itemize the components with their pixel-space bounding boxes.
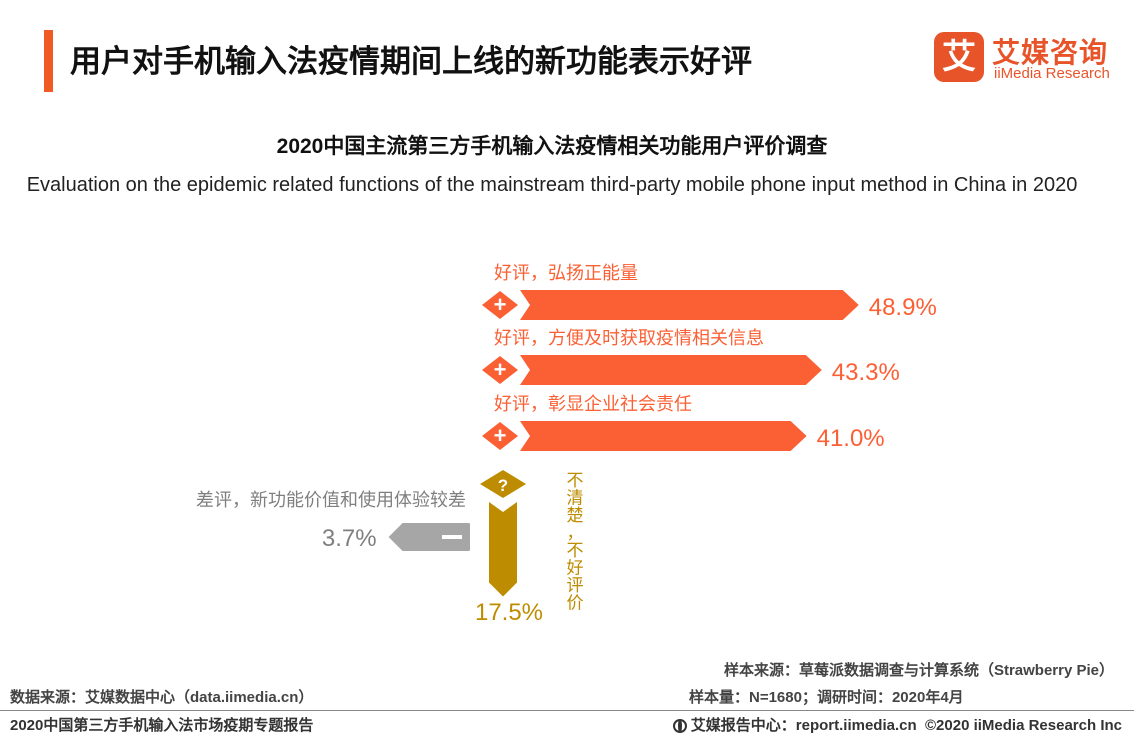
bar-value-label: 41.0%: [817, 425, 885, 452]
unclear-bar: [489, 502, 517, 597]
globe-icon: [672, 719, 687, 733]
sample-source: 样本来源：草莓派数据调查与计算系统（Strawberry Pie）: [723, 662, 1114, 679]
chart-subtitle: Evaluation on the epidemic related funct…: [26, 174, 1078, 196]
bar-value-label: 48.9%: [869, 294, 937, 321]
positive-bar: [520, 290, 859, 320]
bar-category-label: 好评，彰显企业社会责任: [494, 394, 692, 414]
bar-value-label: 43.3%: [832, 359, 900, 386]
bar-value-label: 3.7%: [322, 525, 377, 552]
logo-name-en: iiMedia Research: [994, 65, 1110, 82]
plus-icon: [482, 422, 518, 450]
plus-symbol: +: [494, 423, 507, 448]
logo-mark: 艾: [934, 32, 984, 82]
chart-title: 2020中国主流第三方手机输入法疫情相关功能用户评价调查: [276, 135, 828, 158]
minus-symbol: [442, 535, 462, 539]
logo-name-cn: 艾媒咨询: [992, 37, 1109, 68]
copyright: ©2020 iiMedia Research Inc: [925, 717, 1122, 734]
data-source: 数据来源：艾媒数据中心（data.iimedia.cn）: [10, 689, 314, 706]
bar-category-label: 好评，方便及时获取疫情相关信息: [494, 328, 764, 348]
footer-divider: [0, 710, 1134, 711]
footer-right: 艾媒报告中心：report.iimedia.cn ©2020 iiMedia R…: [672, 714, 1122, 735]
plus-icon: [482, 291, 518, 319]
iimedia-logo: 艾 艾媒咨询 iiMedia Research: [934, 28, 1114, 86]
report-center: 艾媒报告中心：report.iimedia.cn: [690, 717, 917, 734]
bar-value-label: 17.5%: [475, 599, 543, 626]
page-title: 用户对手机输入法疫情期间上线的新功能表示好评: [70, 44, 752, 79]
report-name: 2020中国第三方手机输入法市场疫期专题报告: [10, 717, 314, 734]
positive-bar: [520, 355, 822, 385]
plus-icon: [482, 356, 518, 384]
bar-category-label: 好评，弘扬正能量: [494, 263, 638, 283]
positive-bar: [520, 421, 807, 451]
question-icon: [480, 470, 526, 498]
plus-symbol: +: [494, 292, 507, 317]
bar-category-label: 不清楚，不好评价: [567, 471, 584, 613]
sample-size: 样本量：N=1680；调研时间：2020年4月: [689, 689, 964, 706]
question-symbol: ?: [498, 476, 508, 495]
plus-symbol: +: [494, 357, 507, 382]
title-accent-bar: [44, 30, 53, 92]
bar-category-label: 差评，新功能价值和使用体验较差: [196, 490, 466, 510]
